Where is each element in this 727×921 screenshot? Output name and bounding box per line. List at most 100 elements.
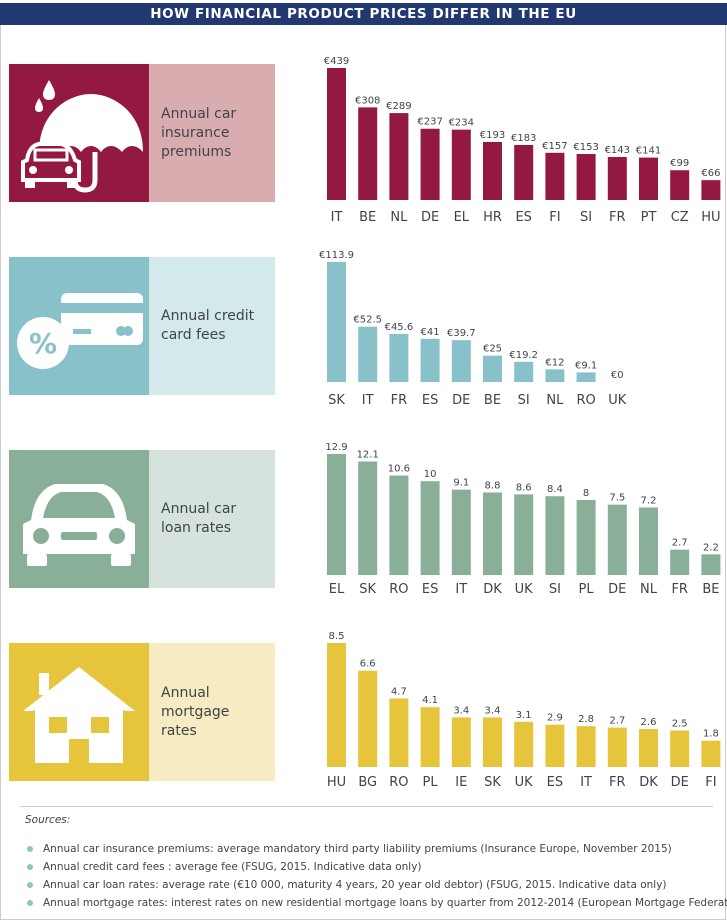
- category-label: FR: [609, 775, 626, 790]
- category-label: PT: [641, 210, 657, 225]
- category-label: NL: [546, 393, 564, 408]
- category-label: IE: [455, 775, 467, 790]
- data-label: 8: [583, 488, 589, 499]
- bar-be: [701, 554, 721, 575]
- bar-pl: [420, 707, 440, 767]
- data-label: 7.2: [641, 495, 657, 506]
- category-label: BE: [702, 582, 719, 597]
- category-label: IT: [331, 210, 343, 225]
- category-label: PL: [579, 582, 595, 597]
- bar-ie: [451, 717, 471, 767]
- chart-car-insurance: €439 IT €308 BE €289 NL €237 DE €234 EL €193 HR €183…: [324, 56, 721, 225]
- category-label: BE: [359, 210, 376, 225]
- category-label: DE: [608, 582, 626, 597]
- source-text: Annual car insurance premiums: average m…: [43, 843, 672, 855]
- panel-label-box: Annual mortgage rates: [149, 643, 275, 781]
- bullet-icon: [27, 864, 33, 870]
- umbrella-car-icon: [21, 80, 143, 193]
- bar-sk: [327, 262, 346, 382]
- data-label: 2.8: [578, 714, 594, 725]
- data-label: €25: [483, 344, 502, 355]
- panel-label-box: Annual credit card fees: [149, 257, 275, 395]
- data-label: 12.1: [357, 450, 379, 461]
- data-label: €9.1: [575, 360, 597, 371]
- category-label: HU: [701, 210, 720, 225]
- data-label: €45.6: [385, 322, 414, 333]
- data-label: 9.1: [453, 478, 469, 489]
- category-label: IT: [455, 582, 467, 597]
- data-label: 8.6: [516, 482, 532, 493]
- data-label: €99: [670, 158, 689, 169]
- category-label: NL: [390, 210, 408, 225]
- bar-es: [420, 481, 440, 575]
- panel-label: Annual mortgage rates: [161, 684, 230, 739]
- bar-el: [451, 129, 471, 200]
- data-label: €141: [636, 146, 661, 157]
- data-label: 3.4: [453, 705, 469, 716]
- category-label: FI: [549, 210, 560, 225]
- bar-dk: [639, 729, 658, 767]
- panel-car-insurance: Annual car insurance premiums: [9, 64, 275, 202]
- credit-card-percent-icon: %: [17, 293, 143, 369]
- data-label: 8.4: [547, 484, 563, 495]
- bar-ro: [389, 475, 409, 575]
- bar-ro: [389, 698, 409, 767]
- category-label: UK: [608, 393, 627, 408]
- data-label: 2.9: [547, 713, 563, 724]
- infographic-frame: [0, 25, 726, 920]
- bar-es: [514, 144, 534, 200]
- category-label: IT: [580, 775, 592, 790]
- category-label: RO: [576, 393, 595, 408]
- category-label: FR: [391, 393, 408, 408]
- category-label: ES: [422, 393, 438, 408]
- panel-credit-card: % Annual credit card fees: [9, 257, 275, 395]
- divider: [20, 806, 713, 807]
- data-label: €113.9: [319, 250, 354, 261]
- category-label: HR: [483, 210, 502, 225]
- house-icon: [23, 667, 135, 763]
- category-label: EL: [454, 210, 470, 225]
- source-item: Annual credit card fees : average fee (F…: [25, 858, 727, 876]
- data-label: €52.5: [353, 315, 382, 326]
- bullet-icon: [27, 882, 33, 888]
- source-text: Annual mortgage rates: interest rates on…: [43, 897, 727, 909]
- category-label: EL: [329, 582, 345, 597]
- source-text: Annual credit card fees : average fee (F…: [43, 861, 422, 873]
- source-text: Annual car loan rates: average rate (€10…: [43, 879, 667, 891]
- bar-be: [483, 355, 502, 382]
- data-label: 12.9: [325, 442, 347, 453]
- bar-fr: [389, 333, 409, 382]
- chart-car-loan-rates: 12.9 EL 12.1 SK 10.6 RO 10 ES 9.1 IT 8.8 DK 8.6 UK 8.4…: [325, 442, 721, 597]
- bar-nl: [545, 369, 565, 382]
- panel-label: Annual car loan rates: [161, 501, 237, 536]
- panel-label: Annual car insurance premiums: [161, 105, 237, 160]
- category-label: UK: [515, 775, 534, 790]
- data-label: 8.8: [485, 480, 501, 491]
- data-label: €234: [449, 118, 474, 129]
- bar-uk: [514, 721, 534, 767]
- source-item: Annual car loan rates: average rate (€10…: [25, 876, 727, 894]
- bar-es: [545, 724, 565, 767]
- category-label: SI: [518, 393, 530, 408]
- category-label: SK: [328, 393, 345, 408]
- category-label: HU: [327, 775, 346, 790]
- svg-text:%: %: [29, 327, 57, 360]
- data-label: €289: [386, 101, 411, 112]
- category-label: RO: [389, 775, 408, 790]
- bar-hu: [701, 180, 721, 200]
- category-label: FI: [705, 775, 716, 790]
- category-label: DE: [671, 775, 689, 790]
- bullet-icon: [27, 846, 33, 852]
- panel-icon-box: [9, 643, 149, 781]
- data-label: €308: [355, 95, 380, 106]
- data-label: €41: [421, 327, 440, 338]
- category-label: BE: [484, 393, 501, 408]
- bar-sk: [358, 461, 378, 575]
- data-label: 2.7: [672, 538, 688, 549]
- bar-it: [327, 68, 346, 200]
- category-label: BG: [358, 775, 377, 790]
- page-title: HOW FINANCIAL PRODUCT PRICES DIFFER IN T…: [0, 3, 727, 25]
- panel-car-loan: Annual car loan rates: [9, 450, 275, 588]
- bar-fr: [607, 727, 627, 767]
- bar-cz: [670, 170, 690, 200]
